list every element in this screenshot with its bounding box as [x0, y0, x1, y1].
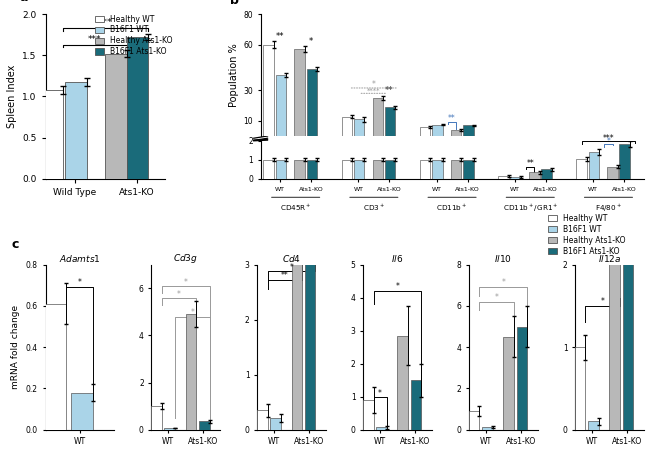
Bar	[151, 406, 162, 430]
Bar	[420, 160, 430, 179]
Bar	[411, 380, 421, 430]
Bar	[588, 152, 599, 179]
Bar	[199, 421, 209, 430]
Text: ***: ***	[88, 35, 101, 44]
Text: *: *	[501, 278, 505, 287]
Text: *: *	[396, 283, 399, 291]
Bar	[451, 160, 462, 179]
Bar	[469, 411, 480, 430]
Text: *: *	[606, 137, 610, 146]
Bar	[270, 418, 281, 430]
Bar	[588, 421, 599, 430]
Text: **: **	[448, 114, 456, 123]
Bar	[372, 160, 384, 179]
Bar	[66, 82, 86, 179]
Text: **: **	[281, 271, 289, 281]
Bar	[498, 176, 509, 179]
Text: *: *	[372, 80, 376, 89]
Bar	[607, 167, 618, 179]
Text: CD11b$^+$: CD11b$^+$	[436, 203, 468, 213]
Title: $\it{Il12a}$: $\it{Il12a}$	[597, 253, 621, 264]
Y-axis label: Population %: Population %	[229, 43, 239, 107]
Bar	[517, 326, 527, 430]
Bar	[186, 314, 196, 430]
Bar	[294, 160, 305, 179]
Bar	[385, 107, 395, 136]
Bar	[432, 160, 443, 179]
Text: *: *	[184, 278, 188, 287]
Text: *: *	[309, 37, 313, 46]
Text: *: *	[177, 290, 181, 298]
Bar	[354, 119, 365, 136]
Bar	[164, 428, 175, 430]
Bar	[510, 177, 521, 179]
Text: *: *	[190, 308, 194, 318]
Text: CD3$^+$: CD3$^+$	[363, 203, 385, 213]
Bar	[529, 172, 539, 179]
Y-axis label: mRNA fold change: mRNA fold change	[11, 305, 20, 389]
Bar	[263, 160, 274, 179]
Text: *: *	[290, 262, 293, 272]
Text: CD11b$^+$/GR1$^+$: CD11b$^+$/GR1$^+$	[502, 203, 558, 214]
Bar	[432, 125, 443, 136]
Bar	[575, 347, 586, 430]
Text: ***: ***	[603, 134, 614, 143]
Bar	[307, 69, 317, 136]
Bar	[463, 160, 474, 179]
Text: a: a	[20, 0, 28, 4]
Bar	[292, 39, 302, 430]
Bar	[363, 400, 374, 430]
Title: $\it{Cd4}$: $\it{Cd4}$	[282, 253, 301, 264]
Text: *: *	[378, 389, 382, 398]
Bar	[263, 44, 274, 136]
Bar	[72, 393, 93, 430]
Bar	[376, 427, 387, 430]
Bar	[420, 127, 430, 136]
Bar	[619, 144, 630, 179]
Bar	[276, 75, 286, 136]
Text: **: **	[526, 159, 534, 168]
Bar	[127, 37, 148, 179]
Bar	[305, 78, 315, 430]
Bar	[385, 160, 395, 179]
Title: $\it{Il10}$: $\it{Il10}$	[495, 253, 512, 264]
Bar	[541, 170, 552, 179]
Text: *: *	[78, 278, 82, 287]
Bar	[354, 160, 365, 179]
Title: $\it{Il6}$: $\it{Il6}$	[391, 253, 404, 264]
Bar	[482, 427, 493, 430]
Bar	[397, 336, 408, 430]
Text: ****: ****	[367, 87, 381, 93]
Text: *: *	[495, 293, 499, 302]
Text: c: c	[11, 238, 19, 251]
Text: **: **	[276, 33, 285, 42]
Bar	[257, 410, 268, 430]
Bar	[342, 117, 352, 136]
Bar	[44, 304, 66, 430]
Bar	[307, 160, 317, 179]
Bar	[276, 160, 286, 179]
Bar	[503, 337, 514, 430]
Bar	[372, 98, 384, 136]
Text: F4/80$^+$: F4/80$^+$	[595, 203, 622, 214]
Text: **: **	[385, 86, 394, 95]
Legend: Healthy WT, B16F1 WT, Healthy Ats1-KO, B16F1 Ats1-KO: Healthy WT, B16F1 WT, Healthy Ats1-KO, B…	[545, 211, 629, 259]
Text: ***: ***	[99, 18, 112, 27]
Bar	[42, 90, 63, 179]
Bar	[294, 49, 305, 136]
Title: $\it{Adamts1}$: $\it{Adamts1}$	[58, 253, 101, 264]
Bar	[609, 0, 620, 430]
Bar	[451, 130, 462, 136]
Bar	[463, 125, 474, 136]
Title: $\it{Cd3g}$: $\it{Cd3g}$	[173, 252, 198, 265]
Legend: Healthy WT, B16F1 WT, Healthy Ats1-KO, B16F1 Ats1-KO: Healthy WT, B16F1 WT, Healthy Ats1-KO, B…	[95, 14, 172, 56]
Text: CD45R$^+$: CD45R$^+$	[280, 203, 311, 213]
Bar	[577, 159, 587, 179]
Text: *: *	[601, 297, 604, 306]
Y-axis label: Spleen Index: Spleen Index	[6, 65, 16, 128]
Bar	[105, 54, 127, 179]
Bar	[623, 0, 633, 430]
Text: b: b	[230, 0, 239, 7]
Bar	[342, 160, 352, 179]
